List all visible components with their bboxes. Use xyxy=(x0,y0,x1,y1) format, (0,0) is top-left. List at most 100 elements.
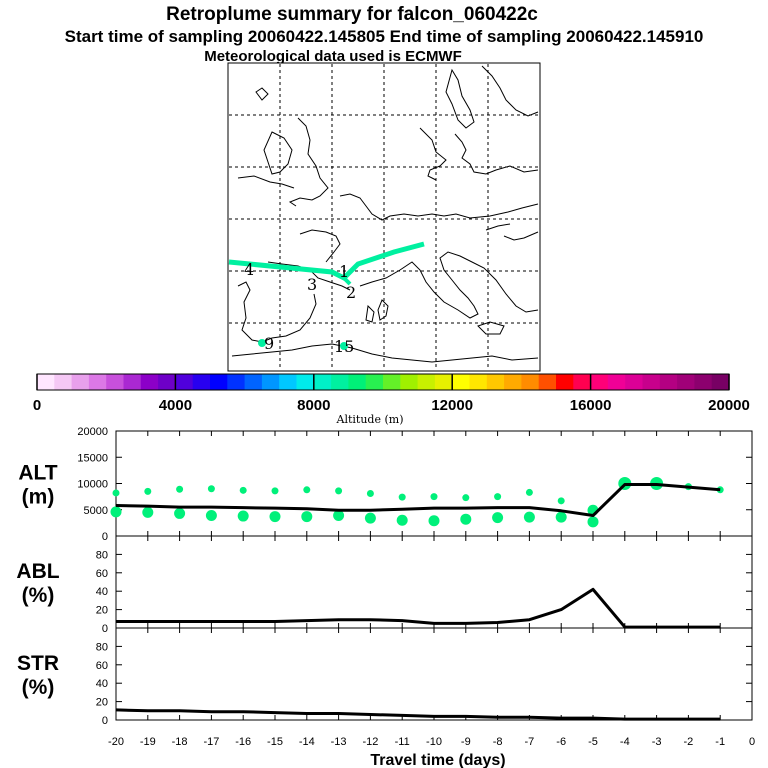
y-tick-label: 80 xyxy=(96,549,108,561)
x-tick-label: -17 xyxy=(203,736,219,748)
panel-label: (%) xyxy=(22,676,55,699)
colorbar-swatch xyxy=(54,374,73,390)
colorbar-swatch xyxy=(227,374,246,390)
x-tick-label: -20 xyxy=(108,736,124,748)
x-tick-label: -11 xyxy=(395,736,410,748)
altitude-dot xyxy=(462,494,470,502)
x-tick-label: -13 xyxy=(331,736,347,748)
altitude-dot xyxy=(492,512,504,524)
altitude-dot xyxy=(142,506,154,518)
altitude-dot xyxy=(333,510,345,522)
map-label-day-1: 1 xyxy=(339,262,349,281)
altitude-dot xyxy=(112,489,120,497)
colorbar-tick-label: 20000 xyxy=(708,397,750,414)
x-tick-label: -14 xyxy=(299,736,315,748)
y-tick-label: 20000 xyxy=(77,426,108,438)
colorbar-swatch xyxy=(556,374,574,390)
altitude-dot xyxy=(110,506,122,518)
y-tick-label: 0 xyxy=(102,715,108,727)
y-tick-label: 20 xyxy=(96,697,108,709)
map-label-day-2: 2 xyxy=(346,283,356,302)
altitude-dot xyxy=(428,515,440,527)
y-tick-label: 60 xyxy=(96,568,108,580)
colorbar-swatch xyxy=(659,374,678,390)
map-label-day-4: 4 xyxy=(244,260,254,279)
altitude-dot xyxy=(366,489,374,497)
colorbar-swatch xyxy=(538,374,557,390)
colorbar-swatch xyxy=(469,374,488,390)
met-data-source: Meteorological data used is ECMWF xyxy=(204,48,462,65)
altitude-dot xyxy=(396,514,408,526)
plume-track-branch xyxy=(342,276,352,286)
y-tick-label: 20 xyxy=(96,605,108,617)
colorbar-swatch xyxy=(694,374,713,390)
x-axis-label: Travel time (days) xyxy=(370,752,505,768)
colorbar-swatch xyxy=(296,374,315,390)
x-tick-label: -19 xyxy=(140,736,156,748)
x-tick-label: -6 xyxy=(556,736,566,748)
panel-label: (m) xyxy=(22,486,55,509)
map-coastlines xyxy=(231,65,539,363)
altitude-dot xyxy=(494,493,502,501)
altitude-dot xyxy=(335,487,343,495)
altitude-dot xyxy=(205,510,217,522)
altitude-dot xyxy=(587,516,599,528)
panel-label: ALT xyxy=(18,462,57,485)
panel-label: STR xyxy=(17,652,59,675)
colorbar-swatch xyxy=(140,374,159,390)
colorbar-tick-label: 16000 xyxy=(570,397,612,414)
colorbar-tick-label: 4000 xyxy=(159,397,192,414)
colorbar-swatch xyxy=(331,374,349,390)
altitude-dot xyxy=(525,488,533,496)
colorbar-swatch xyxy=(313,374,332,390)
colorbar-swatch xyxy=(244,374,263,390)
altitude-dot xyxy=(207,485,215,493)
x-tick-label: -1 xyxy=(715,736,725,748)
colorbar-swatch xyxy=(348,374,367,390)
colorbar-swatch xyxy=(521,374,540,390)
str-frame xyxy=(115,627,753,721)
altitude-dot xyxy=(523,511,535,523)
y-tick-label: 0 xyxy=(102,623,108,635)
map-label-day-9: 9 xyxy=(264,334,274,353)
altitude-dot xyxy=(460,513,472,525)
x-tick-label: -5 xyxy=(588,736,598,748)
altitude-dot xyxy=(269,511,281,523)
figure-title: Retroplume summary for falcon_060422c xyxy=(166,4,538,25)
altitude-dot xyxy=(430,493,438,501)
plume-point-9 xyxy=(258,339,266,347)
panel-label: (%) xyxy=(22,584,55,607)
altitude-colorbar: 0 4000 8000 12000 16000 20000 xyxy=(33,373,750,414)
alt-line xyxy=(115,483,721,518)
x-tick-label: -12 xyxy=(362,736,378,748)
altitude-dot xyxy=(239,486,247,494)
y-tick-label: 40 xyxy=(96,678,108,690)
altitude-dot xyxy=(271,487,279,495)
colorbar-swatch xyxy=(607,374,626,390)
colorbar-tick-label: 12000 xyxy=(431,397,473,414)
altitude-dot xyxy=(303,486,311,494)
colorbar-swatch xyxy=(192,374,211,390)
altitude-dot xyxy=(237,510,249,522)
colorbar-swatch xyxy=(625,374,644,390)
y-tick-label: 15000 xyxy=(77,452,108,464)
colorbar-tick-label: 8000 xyxy=(297,397,330,414)
colorbar-swatch xyxy=(37,374,55,390)
colorbar-swatch xyxy=(573,374,592,390)
altitude-dot xyxy=(557,497,565,505)
abl-frame xyxy=(115,535,753,629)
colorbar-swatch xyxy=(711,374,730,390)
map-label-day-15: 15 xyxy=(334,337,354,356)
abl-line xyxy=(116,587,721,629)
altitude-dot xyxy=(174,507,186,519)
x-tick-label: -7 xyxy=(525,736,535,748)
colorbar-swatch xyxy=(106,374,125,390)
x-tick-label: -9 xyxy=(461,736,471,748)
altitude-dot xyxy=(398,493,406,501)
altitude-dot xyxy=(364,512,376,524)
x-tick-label: -4 xyxy=(620,736,630,748)
colorbar-swatch xyxy=(71,374,90,390)
plume-point-15 xyxy=(340,342,348,350)
colorbar-swatch xyxy=(486,374,505,390)
